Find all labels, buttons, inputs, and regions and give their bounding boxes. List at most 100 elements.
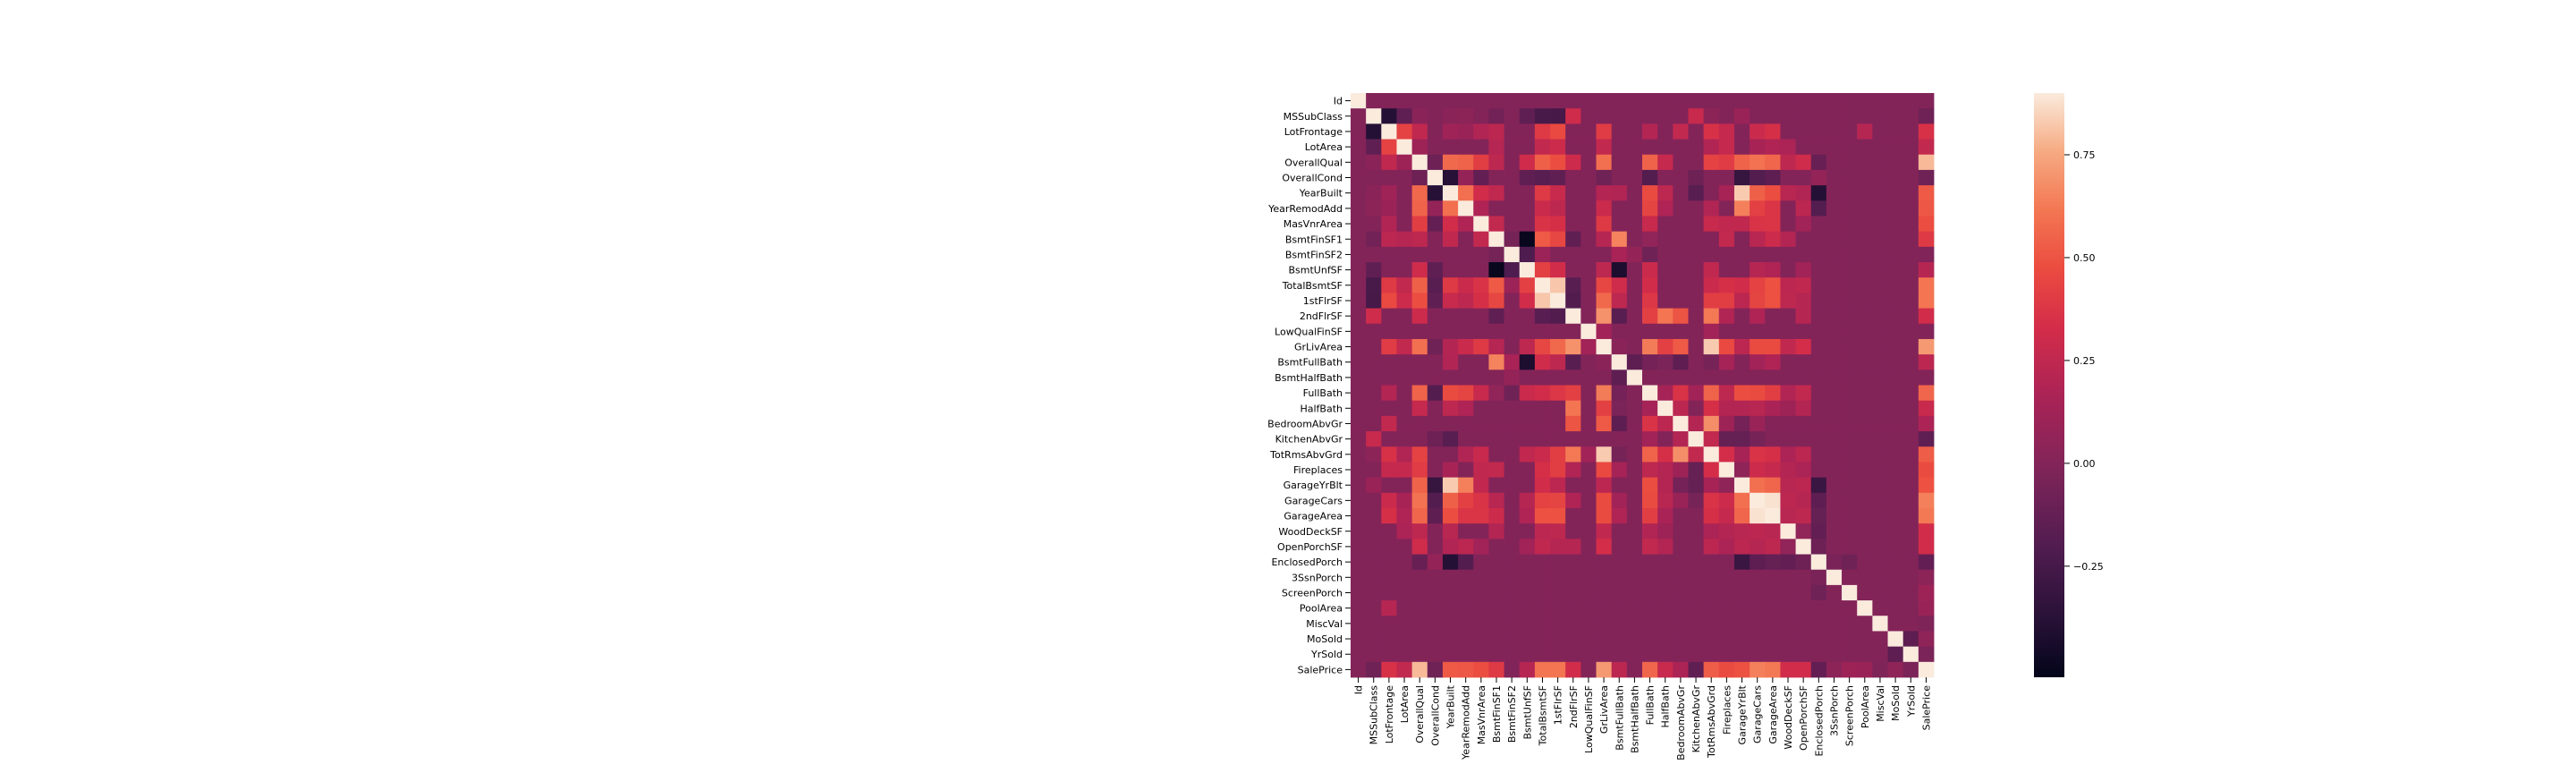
heatmap-cell <box>1750 492 1766 509</box>
heatmap-cell <box>1826 277 1843 293</box>
heatmap-cell <box>1411 569 1428 586</box>
heatmap-cell <box>1396 154 1413 171</box>
heatmap-cell <box>1733 584 1750 601</box>
heatmap-cell <box>1596 569 1613 586</box>
heatmap-cell <box>1381 123 1397 140</box>
heatmap-cell <box>1427 523 1444 539</box>
heatmap-cell <box>1673 646 1689 663</box>
heatmap-cell <box>1842 370 1858 386</box>
heatmap-cell <box>1887 554 1904 571</box>
heatmap-cell <box>1550 523 1566 539</box>
heatmap-cell <box>1366 123 1382 140</box>
heatmap-cell <box>1519 600 1536 616</box>
heatmap-cell <box>1626 477 1643 494</box>
heatmap-cell <box>1842 93 1858 109</box>
heatmap-cell <box>1381 431 1397 447</box>
heatmap-cell <box>1519 584 1536 601</box>
heatmap-cell <box>1703 169 1720 186</box>
heatmap-cell <box>1396 415 1413 432</box>
heatmap-cell <box>1872 108 1888 124</box>
heatmap-cell <box>1458 631 1474 648</box>
heatmap-cell <box>1458 123 1474 140</box>
heatmap-cell <box>1703 539 1720 555</box>
heatmap-cell <box>1642 431 1658 447</box>
heatmap-cell <box>1918 139 1935 156</box>
heatmap-cell <box>1857 507 1873 524</box>
heatmap-cell <box>1902 93 1919 109</box>
heatmap-cell <box>1872 354 1888 370</box>
heatmap-cell <box>1611 539 1628 555</box>
heatmap-cell <box>1642 185 1658 201</box>
heatmap-cell <box>1688 154 1705 171</box>
heatmap-cell <box>1857 123 1873 140</box>
heatmap-cell <box>1733 385 1750 402</box>
heatmap-cell <box>1580 338 1597 355</box>
heatmap-cell <box>1626 338 1643 355</box>
heatmap-cell <box>1580 477 1597 494</box>
heatmap-cell <box>1872 262 1888 278</box>
heatmap-cell <box>1718 600 1735 616</box>
heatmap-cell <box>1504 231 1521 248</box>
heatmap-cell <box>1642 338 1658 355</box>
heatmap-cell <box>1673 431 1689 447</box>
heatmap-cell <box>1688 93 1705 109</box>
heatmap-cell <box>1842 600 1858 616</box>
heatmap-cell <box>1427 370 1444 386</box>
heatmap-cell <box>1396 400 1413 417</box>
heatmap-cell <box>1765 400 1781 417</box>
heatmap-cell <box>1733 370 1750 386</box>
heatmap-cell <box>1688 231 1705 248</box>
heatmap-cell <box>1427 554 1444 571</box>
heatmap-cell <box>1918 431 1935 447</box>
heatmap-cell <box>1673 616 1689 632</box>
heatmap-cell <box>1918 293 1935 309</box>
heatmap-cell <box>1366 139 1382 156</box>
heatmap-cell <box>1442 477 1459 494</box>
heatmap-cell <box>1857 277 1873 293</box>
heatmap-cell <box>1673 400 1689 417</box>
heatmap-cell <box>1458 231 1474 248</box>
heatmap-cell <box>1688 631 1705 648</box>
y-tick-label: YearRemodAdd <box>1267 203 1343 215</box>
heatmap-cell <box>1351 385 1367 402</box>
heatmap-cell <box>1765 554 1781 571</box>
heatmap-cell <box>1657 661 1674 678</box>
heatmap-cell <box>1795 108 1812 124</box>
heatmap-cell <box>1596 216 1613 233</box>
heatmap-cell <box>1626 200 1643 217</box>
heatmap-cell <box>1750 462 1766 478</box>
heatmap-cell <box>1626 308 1643 325</box>
heatmap-cell <box>1611 354 1628 370</box>
y-tick-label: MSSubClass <box>1284 111 1343 123</box>
heatmap-cell <box>1565 616 1581 632</box>
heatmap-cell <box>1473 569 1489 586</box>
x-axis-tick-labels: Id MSSubClass LotFrontage LotArea OverallQua… <box>1353 677 1932 760</box>
heatmap-cell <box>1488 354 1504 370</box>
heatmap-cell <box>1411 277 1428 293</box>
heatmap-cell <box>1673 293 1689 309</box>
heatmap-cell <box>1611 154 1628 171</box>
heatmap-cell <box>1718 93 1735 109</box>
heatmap-cell <box>1902 293 1919 309</box>
heatmap-cell <box>1918 631 1935 648</box>
heatmap-cell <box>1488 323 1504 340</box>
heatmap-cell <box>1688 123 1705 140</box>
heatmap-cell <box>1887 169 1904 186</box>
heatmap-cell <box>1488 631 1504 648</box>
heatmap-cell <box>1780 216 1796 233</box>
heatmap-cell <box>1442 616 1459 632</box>
heatmap-cell <box>1488 600 1504 616</box>
heatmap-cell <box>1733 262 1750 278</box>
heatmap-cell <box>1657 123 1674 140</box>
heatmap-cell <box>1780 507 1796 524</box>
heatmap-cell <box>1750 616 1766 632</box>
heatmap-cell <box>1718 661 1735 678</box>
heatmap-cell <box>1442 246 1459 263</box>
heatmap-cell <box>1795 370 1812 386</box>
heatmap-cell <box>1473 554 1489 571</box>
heatmap-cell <box>1427 246 1444 263</box>
heatmap-cell <box>1826 616 1843 632</box>
heatmap-cell <box>1596 507 1613 524</box>
heatmap-cell <box>1519 231 1536 248</box>
heatmap-cell <box>1411 584 1428 601</box>
